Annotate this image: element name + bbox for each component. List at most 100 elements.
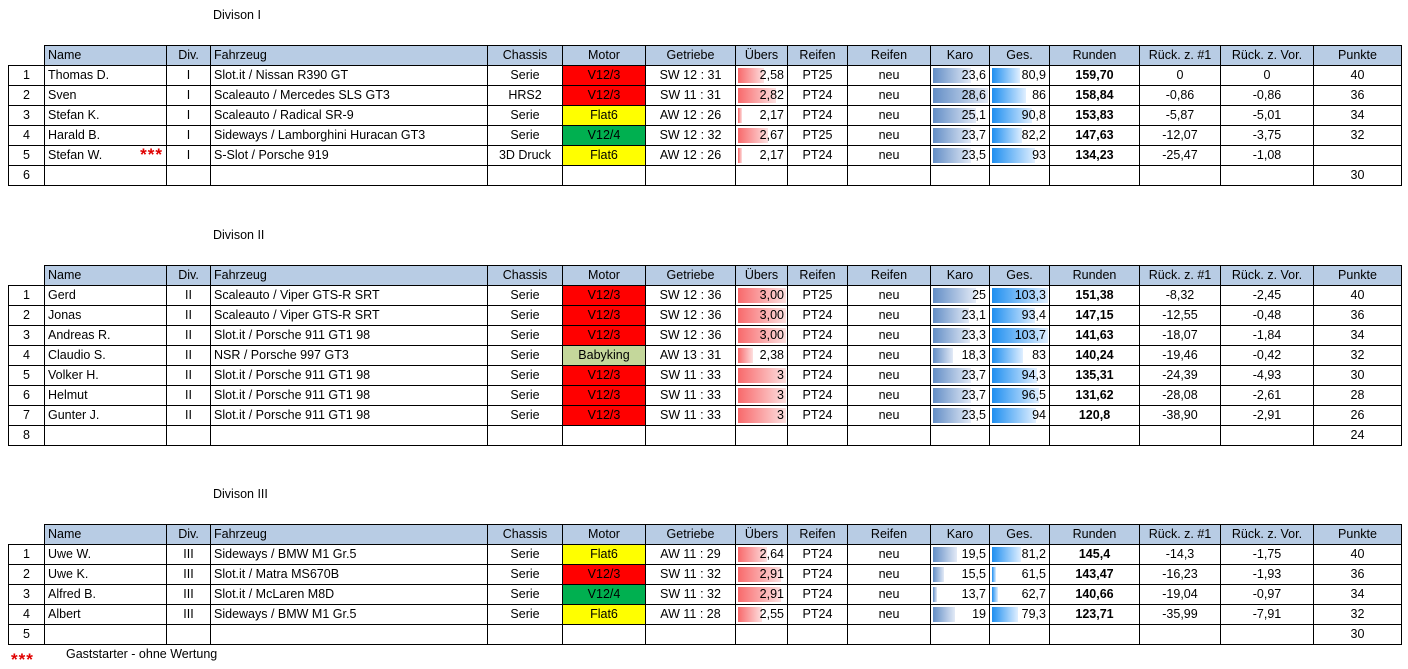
table-cell: 34 <box>1313 325 1402 346</box>
cell-text: 79,3 <box>1021 607 1046 621</box>
cell-text: 2,17 <box>759 108 784 122</box>
header-cell: Motor <box>562 45 646 66</box>
cell-text: Slot.it / McLaren M8D <box>214 587 335 601</box>
table-cell <box>1139 624 1221 645</box>
table-cell: 159,70 <box>1049 65 1140 86</box>
cell-text: 94 <box>1032 408 1046 422</box>
cell-text: -2,91 <box>1252 408 1282 422</box>
table-cell: 61,5 <box>989 564 1050 585</box>
table-cell <box>847 165 931 186</box>
table-cell: 94 <box>989 405 1050 426</box>
table-cell: 96,5 <box>989 385 1050 406</box>
table-cell: I <box>166 145 211 166</box>
cell-text: 32 <box>1350 348 1365 362</box>
cell-text: SW 12 : 32 <box>659 128 722 142</box>
header-cell: Fahrzeug <box>210 45 488 66</box>
cell-text: -0,97 <box>1252 587 1282 601</box>
table-cell: 2,82 <box>735 85 788 106</box>
cell-text: 2,38 <box>759 348 784 362</box>
table-cell: 143,47 <box>1049 564 1140 585</box>
header-cell: Motor <box>562 265 646 286</box>
cell-text: 140,24 <box>1075 348 1114 362</box>
cell-text: neu <box>878 607 900 621</box>
table-cell: -1,75 <box>1220 544 1314 565</box>
table-cell: Alfred B. <box>44 584 167 605</box>
cell-text: 2 <box>23 88 30 102</box>
table-cell: 1 <box>8 285 45 306</box>
table-cell: neu <box>847 285 931 306</box>
table-cell: V12/3 <box>562 564 646 585</box>
cell-text: V12/3 <box>587 288 621 302</box>
table-cell: Serie <box>487 105 563 126</box>
table-cell: 4 <box>8 345 45 366</box>
table-cell: I <box>166 105 211 126</box>
data-bar <box>933 567 944 582</box>
cell-text: PT24 <box>802 607 833 621</box>
table-cell <box>787 624 848 645</box>
cell-text: PT24 <box>802 547 833 561</box>
header-cell: Getriebe <box>645 524 736 545</box>
table-cell: -18,07 <box>1139 325 1221 346</box>
table-cell: 141,63 <box>1049 325 1140 346</box>
cell-text: AW 13 : 31 <box>659 348 722 362</box>
cell-text: 120,8 <box>1078 408 1111 422</box>
table-cell: 34 <box>1313 584 1402 605</box>
cell-text: -12,55 <box>1162 308 1198 322</box>
table-cell: Sven <box>44 85 167 106</box>
table-cell: 140,66 <box>1049 584 1140 605</box>
table-cell: Slot.it / Matra MS670B <box>210 564 488 585</box>
cell-text: Serie <box>510 408 540 422</box>
table-cell: 3,00 <box>735 325 788 346</box>
cell-text: PT24 <box>802 348 833 362</box>
cell-text: Slot.it / Porsche 911 GT1 98 <box>214 408 371 422</box>
table-cell: neu <box>847 345 931 366</box>
table-cell: 15,5 <box>930 564 990 585</box>
data-bar <box>992 388 1040 403</box>
cell-text: Stefan K. <box>48 108 100 122</box>
cell-text: 24 <box>1350 428 1365 442</box>
cell-text: 147,15 <box>1075 308 1114 322</box>
header-cell: Div. <box>166 524 211 545</box>
cell-text: Uwe W. <box>48 547 92 561</box>
data-bar <box>992 288 1048 303</box>
table-cell: -5,01 <box>1220 105 1314 126</box>
cell-text: AW 12 : 26 <box>659 108 722 122</box>
cell-text: 23,6 <box>961 68 986 82</box>
table-cell: -35,99 <box>1139 604 1221 625</box>
cell-text: -1,75 <box>1252 547 1282 561</box>
table-cell: 32 <box>1313 604 1402 625</box>
table-cell: neu <box>847 125 931 146</box>
cell-text: 15,5 <box>961 567 986 581</box>
table-cell: Flat6 <box>562 145 646 166</box>
cell-text: -5,87 <box>1165 108 1195 122</box>
cell-text: Serie <box>510 348 540 362</box>
table-cell: I <box>166 65 211 86</box>
cell-text: Babyking <box>578 348 630 362</box>
table-cell: 80,9 <box>989 65 1050 86</box>
cell-text: 18,3 <box>961 348 986 362</box>
table-cell <box>735 425 788 446</box>
cell-text: II <box>185 328 192 342</box>
cell-text: 61,5 <box>1021 567 1046 581</box>
table-cell: 13,7 <box>930 584 990 605</box>
cell-text: 2,67 <box>759 128 784 142</box>
table-cell: 94,3 <box>989 365 1050 386</box>
header-cell: Übers <box>735 265 788 286</box>
cell-text: 23,1 <box>961 308 986 322</box>
table-cell: Slot.it / Porsche 911 GT1 98 <box>210 405 488 426</box>
header-cell: Reifen <box>847 524 931 545</box>
table-cell: 23,5 <box>930 145 990 166</box>
table-cell <box>44 624 167 645</box>
cell-text: -12,07 <box>1162 128 1198 142</box>
header-cell: Name <box>44 265 167 286</box>
footnote-text: Gaststarter - ohne Wertung <box>66 647 218 661</box>
table-cell: 30 <box>1313 624 1402 645</box>
cell-text: Scaleauto / Viper GTS-R SRT <box>214 308 380 322</box>
table-cell: 140,24 <box>1049 345 1140 366</box>
table-cell: 0 <box>1139 65 1221 86</box>
table-cell: 2,38 <box>735 345 788 366</box>
table-cell: Thomas D. <box>44 65 167 86</box>
table-cell: 123,71 <box>1049 604 1140 625</box>
table-cell: V12/3 <box>562 285 646 306</box>
cell-text: III <box>183 547 194 561</box>
